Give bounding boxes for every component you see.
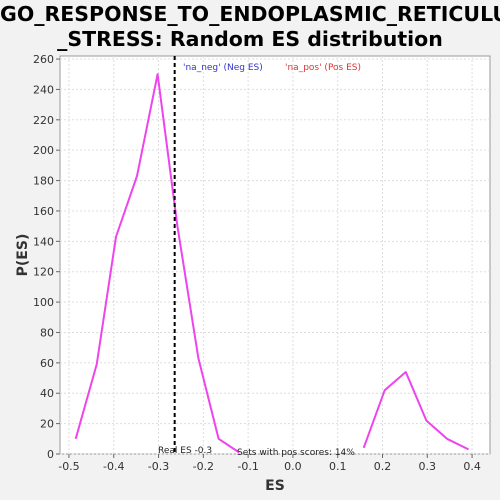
series-group (74, 73, 469, 454)
x-axis-label: ES (265, 478, 285, 494)
x-tick-label: -0.2 (193, 460, 214, 473)
y-tick-label: 260 (33, 53, 54, 66)
x-tick-label: -0.4 (103, 460, 124, 473)
y-tick-label: 200 (33, 144, 54, 157)
chart-title-line1: GO_RESPONSE_TO_ENDOPLASMIC_RETICULUM (0, 2, 500, 26)
y-axis-label: P(ES) (15, 234, 31, 277)
y-tick-label: 160 (33, 205, 54, 218)
legend-neg: 'na_neg' (Neg ES) (183, 63, 263, 73)
y-tick-label: 180 (33, 175, 54, 188)
y-tick-label: 20 (40, 418, 54, 431)
y-tick-label: 80 (40, 326, 54, 339)
y-axis: 0 20 40 60 80 100 120 140 160 180 200 220 240 260 (33, 53, 60, 461)
y-tick-label: 60 (40, 357, 54, 370)
y-tick-label: 240 (33, 83, 54, 96)
plot-area (59, 55, 491, 455)
y-tick-label: 140 (33, 235, 54, 248)
x-tick-label: 0.3 (419, 460, 437, 473)
x-tick-label: 0.1 (329, 460, 347, 473)
x-tick-label: -0.3 (148, 460, 169, 473)
real-es-label: Real ES -0.3 (158, 446, 212, 456)
x-tick-label: -0.5 (58, 460, 79, 473)
series-line (362, 371, 469, 451)
chart-title-line2: _STRESS: Random ES distribution (57, 27, 443, 51)
x-tick-label: -0.1 (237, 460, 258, 473)
x-tick-label: 0.2 (374, 460, 392, 473)
y-tick-label: 120 (33, 266, 54, 279)
y-tick-label: 100 (33, 296, 54, 309)
y-tick-label: 40 (40, 387, 54, 400)
legend-pos: 'na_pos' (Pos ES) (285, 63, 361, 73)
x-axis: -0.5 -0.4 -0.3 -0.2 -0.1 0.0 0.1 0.2 0.3 0.4 (58, 454, 481, 473)
chart-title: GO_RESPONSE_TO_ENDOPLASMIC_RETICULUM _ST… (0, 2, 500, 52)
pos-scores-label: Sets with pos scores: 14% (237, 448, 355, 458)
x-tick-label: 0.4 (463, 460, 481, 473)
y-tick-label: 220 (33, 114, 54, 127)
y-tick-label: 0 (47, 448, 54, 461)
series-line (74, 73, 240, 454)
x-tick-label: 0.0 (284, 460, 302, 473)
